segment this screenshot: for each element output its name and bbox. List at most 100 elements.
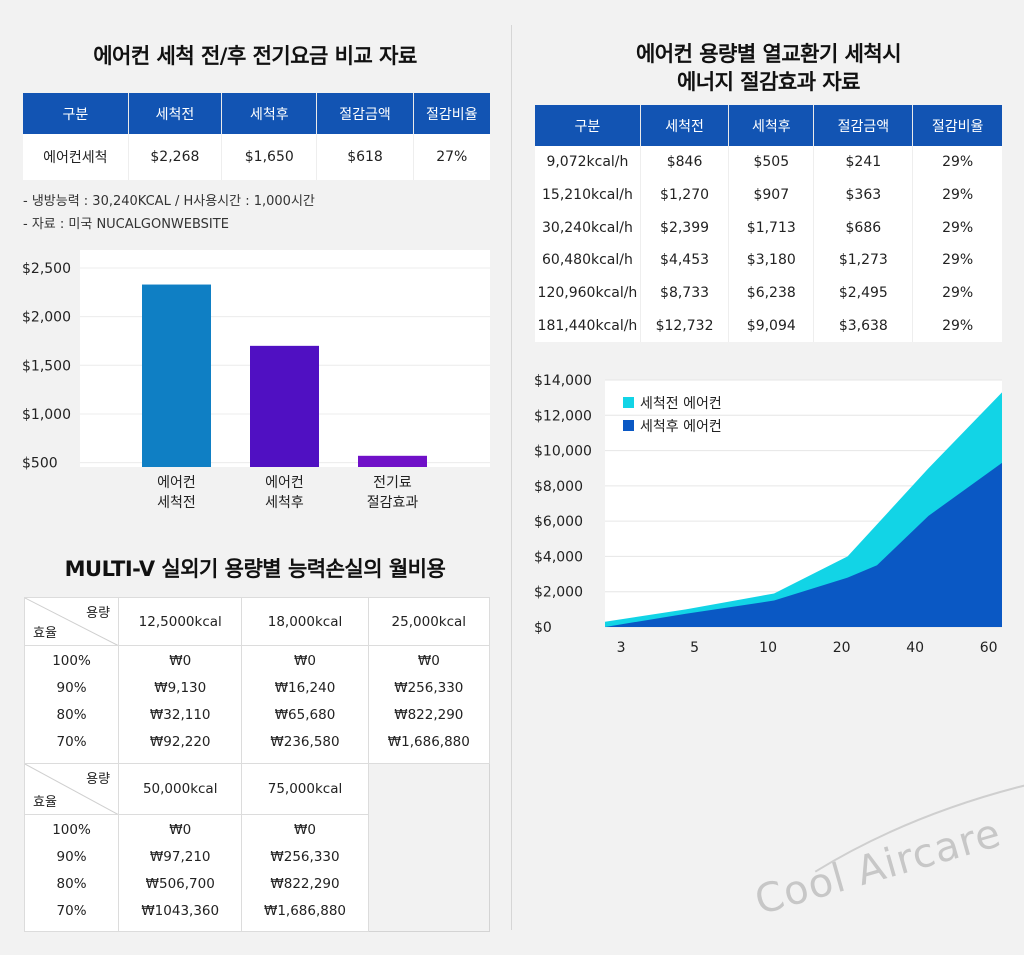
efficiency-value: 70% [56, 903, 87, 919]
y-tick-label: $1,500 [22, 358, 71, 374]
capacity-header: 25,000kcal [367, 597, 491, 646]
table-cell: 181,440kcal/h [535, 309, 641, 343]
efficiency-column: 100% 90% 80% 70% [23, 645, 120, 764]
cost-value: ₩0 [417, 653, 440, 669]
cost-value: ₩822,290 [394, 707, 464, 723]
y-tick-label: $12,000 [534, 408, 592, 424]
legend-swatch [623, 397, 634, 408]
x-tick-label: 절감효과 [367, 495, 419, 511]
cost-column: ₩0 ₩256,330 ₩822,290 ₩1,686,880 [367, 645, 491, 764]
cost-value: ₩506,700 [145, 876, 215, 892]
table-cell: $3,180 [728, 244, 815, 277]
cost-column: ₩0 ₩9,130 ₩32,110 ₩92,220 [118, 645, 243, 764]
capacity-header: 50,000kcal [118, 763, 243, 815]
cost-value: ₩822,290 [270, 876, 340, 892]
cost-value: ₩16,240 [274, 680, 336, 696]
header-cell: 절감비율 [912, 105, 1002, 146]
cost-value: ₩92,220 [149, 734, 211, 750]
table-cell: $1,273 [813, 244, 914, 277]
right-title-line: 에너지 절감효과 자료 [676, 70, 861, 94]
cost-value: ₩256,330 [270, 849, 340, 865]
efficiency-column: 100% 90% 80% 70% [23, 814, 120, 932]
cost-value: ₩236,580 [270, 734, 340, 750]
header-cell: 세척전 [128, 93, 223, 134]
area-series [605, 462, 1002, 627]
capacity-header: 12,5000kcal [118, 597, 243, 646]
table-cell: $1,650 [221, 134, 318, 180]
right-title-line: 에어컨 용량별 열교환기 세척시 [635, 42, 902, 66]
y-tick-label: $500 [22, 456, 58, 472]
efficiency-value: 100% [52, 822, 91, 838]
table-cell: $1,270 [640, 178, 730, 212]
table-cell: 9,072kcal/h [535, 146, 641, 179]
table-row: 15,210kcal/h $1,270 $907 $363 29% [535, 178, 1002, 212]
table-cell: $6,238 [728, 276, 815, 310]
capacity-header: 75,000kcal [241, 763, 369, 815]
table-cell: $3,638 [813, 309, 914, 343]
table-row: 9,072kcal/h $846 $505 $241 29% [535, 146, 1002, 179]
table-cell: $9,094 [728, 309, 815, 343]
header-cell: 절감금액 [813, 105, 914, 146]
cost-value: ₩97,210 [149, 849, 211, 865]
header-cell: 세척후 [221, 93, 318, 134]
table-cell: 29% [912, 276, 1002, 310]
empty-cell [367, 763, 490, 932]
cost-value: ₩9,130 [154, 680, 207, 696]
table-cell: $2,268 [128, 134, 223, 180]
corner-diagonal [25, 764, 118, 814]
x-tick-label: 40 [906, 640, 924, 656]
table-cell: $846 [640, 146, 730, 179]
cost-column: ₩0 ₩97,210 ₩506,700 ₩1043,360 [118, 814, 243, 932]
cost-value: ₩1,686,880 [263, 903, 347, 919]
efficiency-value: 90% [56, 849, 87, 865]
cost-value: ₩0 [169, 822, 192, 838]
corner-efficiency-label: 효율 [33, 626, 57, 641]
table-cell: 30,240kcal/h [535, 211, 641, 245]
area-chart: $0 $2,000 $4,000 $6,000 $8,000 $10,000 $12,000… [534, 373, 1002, 656]
table-row: 60,480kcal/h $4,453 $3,180 $1,273 29% [535, 244, 1002, 277]
table-cell: $505 [728, 146, 815, 179]
cleaning-cost-table: 구분 세척전 세척후 절감금액 절감비율 에어컨세척 $2,268 $1,650… [23, 93, 490, 180]
cost-value: ₩256,330 [394, 680, 464, 696]
y-tick-label: $8,000 [534, 479, 583, 495]
right-title: 에어컨 용량별 열교환기 세척시 에너지 절감효과 자료 [535, 40, 1002, 96]
y-tick-label: $2,500 [22, 261, 71, 277]
cost-column: ₩0 ₩256,330 ₩822,290 ₩1,686,880 [241, 814, 369, 932]
y-tick-label: $1,000 [22, 407, 71, 423]
table-corner: 용량 효율 [23, 763, 120, 815]
header-cell: 세척전 [640, 105, 730, 146]
legend-label: 세척후 에어컨 [640, 419, 722, 435]
table-cell: 에어컨세척 [23, 134, 129, 180]
y-tick-label: $2,000 [534, 585, 583, 601]
table-cell: $686 [813, 211, 914, 245]
table-cell: $1,713 [728, 211, 815, 245]
table-corner: 용량 효율 [23, 597, 120, 646]
cost-value: ₩1043,360 [141, 903, 220, 919]
legend-swatch [623, 420, 634, 431]
table-cell: $2,399 [640, 211, 730, 245]
header-cell: 구분 [23, 93, 129, 134]
efficiency-value: 80% [56, 876, 87, 892]
table-cell: 29% [912, 211, 1002, 245]
x-tick-label: 20 [833, 640, 851, 656]
cost-value: ₩32,110 [149, 707, 211, 723]
corner-diagonal [25, 598, 118, 645]
x-tick-label: 60 [980, 640, 998, 656]
table-cell: 29% [912, 146, 1002, 179]
x-tick-label: 세척후 [265, 495, 304, 511]
legend-label: 세척전 에어컨 [640, 396, 722, 412]
cost-value: ₩1,686,880 [387, 734, 470, 750]
table-cell: 29% [912, 244, 1002, 277]
x-tick-label: 에어컨 [157, 475, 196, 491]
cost-column: ₩0 ₩16,240 ₩65,680 ₩236,580 [241, 645, 369, 764]
y-tick-label: $14,000 [534, 373, 592, 389]
header-cell: 절감비율 [413, 93, 490, 134]
efficiency-value: 90% [56, 680, 87, 696]
x-tick-label: 5 [690, 640, 699, 656]
table-row: 120,960kcal/h $8,733 $6,238 $2,495 29% [535, 276, 1002, 310]
corner-efficiency-label: 효율 [33, 795, 57, 810]
x-tick-label: 전기료 [373, 475, 412, 491]
table-cell: 120,960kcal/h [535, 276, 641, 310]
multiv-title: MULTI-V 실외기 용량별 능력손실의 월비용 [64, 557, 446, 581]
left-notes: - 냉방능력 : 30,240KCAL / H사용시간 : 1,000시간 - … [23, 190, 315, 236]
